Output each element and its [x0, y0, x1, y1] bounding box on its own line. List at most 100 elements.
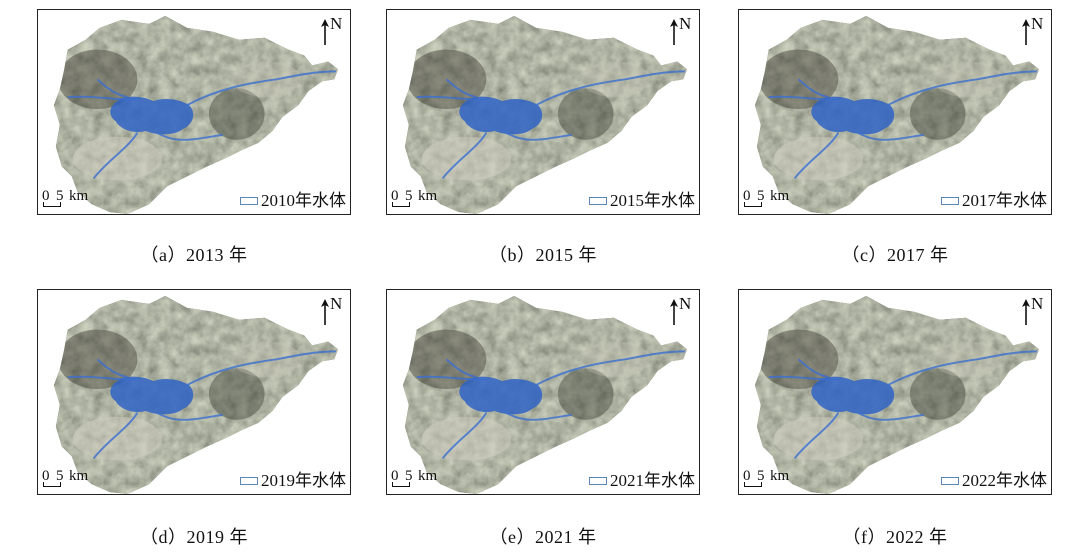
north-arrow-icon	[1022, 299, 1030, 325]
north-arrow-icon	[321, 19, 329, 45]
legend-swatch	[941, 477, 959, 485]
north-arrow-icon	[670, 19, 678, 45]
legend-text: 2010年水体	[261, 191, 346, 210]
north-label: N	[1031, 294, 1044, 313]
reservoir-water-body	[110, 376, 194, 415]
satellite-map	[402, 15, 688, 214]
legend-text: 2015年水体	[610, 191, 695, 210]
satellite-map	[53, 15, 339, 214]
farmland-area	[932, 341, 1003, 378]
scale-unit: km	[69, 188, 89, 204]
urban-area	[421, 136, 512, 181]
scale-bar: 0 5 km	[42, 468, 112, 490]
water-legend: 2019年水体	[237, 470, 346, 492]
caption-a: （a）2013 年	[140, 245, 248, 265]
reservoir-water-body	[459, 376, 543, 415]
farmland-area	[932, 61, 1003, 98]
scale-zero: 0	[391, 188, 399, 204]
river-network	[67, 350, 337, 459]
north-arrow: N	[318, 15, 344, 47]
mountain-shade	[208, 368, 265, 420]
map-panel-b: N 0 5 km 2015年水体	[386, 9, 700, 215]
scale-bar-line	[43, 482, 61, 487]
urban-area	[72, 136, 163, 181]
scale-unit: km	[770, 188, 790, 204]
map-panel-e: N 0 5 km 2021年水体	[386, 289, 700, 495]
terrain-texture	[402, 295, 688, 494]
scale-bar: 0 5 km	[42, 188, 112, 210]
mountain-shade	[208, 88, 265, 140]
satellite-map	[53, 295, 339, 494]
scale-five: 5	[56, 468, 64, 484]
river-network	[768, 70, 1038, 179]
legend-swatch	[240, 477, 258, 485]
north-label: N	[1031, 14, 1044, 33]
caption-d: （d）2019 年	[140, 527, 248, 547]
map-panel-d: N 0 5 km 2019年水体	[37, 289, 351, 495]
mountain-shade	[557, 368, 614, 420]
scale-zero: 0	[42, 468, 50, 484]
north-arrow-icon	[1022, 19, 1030, 45]
scale-bar-line	[744, 482, 762, 487]
satellite-map	[402, 295, 688, 494]
north-arrow: N	[667, 15, 693, 47]
scale-zero: 0	[743, 468, 751, 484]
legend-text: 2021年水体	[610, 471, 695, 490]
urban-area	[72, 416, 163, 461]
terrain-texture	[754, 15, 1040, 214]
caption-c: （c）2017 年	[841, 245, 949, 265]
scale-zero: 0	[391, 468, 399, 484]
scale-unit: km	[69, 468, 89, 484]
north-arrow: N	[318, 295, 344, 327]
north-label: N	[679, 294, 692, 313]
scale-bar: 0 5 km	[743, 188, 813, 210]
urban-area	[773, 416, 864, 461]
scale-bar-line	[43, 202, 61, 207]
scale-unit: km	[770, 468, 790, 484]
caption-b: （b）2015 年	[489, 245, 597, 265]
farmland-area	[580, 61, 651, 98]
mountain-shade	[909, 88, 966, 140]
terrain-texture	[754, 295, 1040, 494]
farmland-area	[231, 61, 302, 98]
scale-five: 5	[405, 188, 413, 204]
legend-swatch	[589, 197, 607, 205]
north-arrow-icon	[670, 299, 678, 325]
north-arrow-icon	[321, 299, 329, 325]
scale-unit: km	[418, 468, 438, 484]
scale-bar-line	[744, 202, 762, 207]
legend-swatch	[240, 197, 258, 205]
north-arrow: N	[1019, 295, 1045, 327]
river-network	[67, 70, 337, 179]
legend-swatch	[941, 197, 959, 205]
map-panel-f: N 0 5 km 2022年水体	[738, 289, 1052, 495]
farmland-area	[231, 341, 302, 378]
north-label: N	[679, 14, 692, 33]
legend-text: 2022年水体	[962, 471, 1047, 490]
north-arrow: N	[1019, 15, 1045, 47]
scale-bar-line	[392, 202, 410, 207]
water-legend: 2015年水体	[586, 190, 695, 212]
caption-e: （e）2021 年	[489, 527, 597, 547]
river-network	[768, 350, 1038, 459]
north-label: N	[330, 294, 343, 313]
north-label: N	[330, 14, 343, 33]
river-network	[416, 70, 686, 179]
mountain-shade	[909, 368, 966, 420]
legend-text: 2017年水体	[962, 191, 1047, 210]
legend-text: 2019年水体	[261, 471, 346, 490]
reservoir-water-body	[459, 96, 543, 135]
scale-bar: 0 5 km	[391, 188, 461, 210]
terrain-texture	[53, 15, 339, 214]
reservoir-water-body	[110, 96, 194, 135]
terrain-texture	[53, 295, 339, 494]
farmland-area	[580, 341, 651, 378]
mountain-shade	[557, 88, 614, 140]
satellite-map	[754, 15, 1040, 214]
urban-area	[421, 416, 512, 461]
scale-unit: km	[418, 188, 438, 204]
urban-area	[773, 136, 864, 181]
north-arrow: N	[667, 295, 693, 327]
river-network	[416, 350, 686, 459]
reservoir-water-body	[811, 96, 895, 135]
